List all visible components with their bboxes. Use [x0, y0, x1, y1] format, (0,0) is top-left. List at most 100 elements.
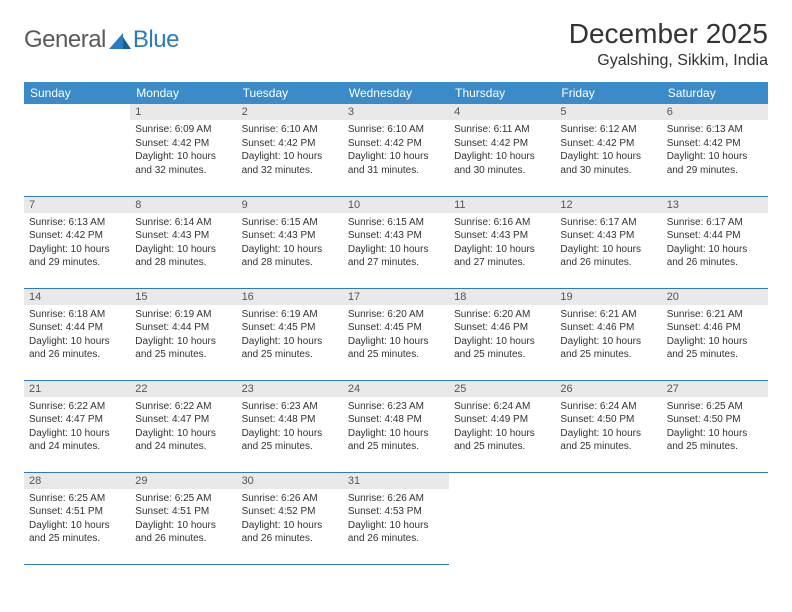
sunset-line: Sunset: 4:51 PM	[135, 505, 231, 519]
calendar-cell: 17Sunrise: 6:20 AMSunset: 4:45 PMDayligh…	[343, 288, 449, 380]
sunset-line: Sunset: 4:53 PM	[348, 505, 444, 519]
day-details: Sunrise: 6:24 AMSunset: 4:50 PMDaylight:…	[555, 397, 661, 459]
day-number: 25	[449, 381, 555, 397]
calendar-cell: 9Sunrise: 6:15 AMSunset: 4:43 PMDaylight…	[237, 196, 343, 288]
calendar-cell	[555, 472, 661, 564]
daylight-line: Daylight: 10 hours and 31 minutes.	[348, 150, 444, 177]
day-number: 20	[662, 289, 768, 305]
sunset-line: Sunset: 4:43 PM	[135, 229, 231, 243]
day-number: 5	[555, 104, 661, 120]
sunset-line: Sunset: 4:52 PM	[242, 505, 338, 519]
sunrise-line: Sunrise: 6:18 AM	[29, 308, 125, 322]
sunset-line: Sunset: 4:48 PM	[348, 413, 444, 427]
calendar-table: SundayMondayTuesdayWednesdayThursdayFrid…	[24, 82, 768, 565]
sunrise-line: Sunrise: 6:12 AM	[560, 123, 656, 137]
daylight-line: Daylight: 10 hours and 25 minutes.	[454, 427, 550, 454]
sunrise-line: Sunrise: 6:24 AM	[560, 400, 656, 414]
daylight-line: Daylight: 10 hours and 26 minutes.	[29, 335, 125, 362]
calendar-cell: 5Sunrise: 6:12 AMSunset: 4:42 PMDaylight…	[555, 104, 661, 196]
day-number: 28	[24, 473, 130, 489]
sunset-line: Sunset: 4:50 PM	[667, 413, 763, 427]
sunset-line: Sunset: 4:42 PM	[348, 137, 444, 151]
sunrise-line: Sunrise: 6:26 AM	[348, 492, 444, 506]
calendar-cell: 10Sunrise: 6:15 AMSunset: 4:43 PMDayligh…	[343, 196, 449, 288]
daylight-line: Daylight: 10 hours and 26 minutes.	[242, 519, 338, 546]
daylight-line: Daylight: 10 hours and 25 minutes.	[348, 427, 444, 454]
day-number: 27	[662, 381, 768, 397]
calendar-cell: 24Sunrise: 6:23 AMSunset: 4:48 PMDayligh…	[343, 380, 449, 472]
sunset-line: Sunset: 4:51 PM	[29, 505, 125, 519]
day-details: Sunrise: 6:17 AMSunset: 4:44 PMDaylight:…	[662, 213, 768, 275]
day-number: 3	[343, 104, 449, 120]
daylight-line: Daylight: 10 hours and 27 minutes.	[348, 243, 444, 270]
calendar-cell: 7Sunrise: 6:13 AMSunset: 4:42 PMDaylight…	[24, 196, 130, 288]
sunrise-line: Sunrise: 6:11 AM	[454, 123, 550, 137]
calendar-cell: 20Sunrise: 6:21 AMSunset: 4:46 PMDayligh…	[662, 288, 768, 380]
day-number: 29	[130, 473, 236, 489]
day-number: 23	[237, 381, 343, 397]
logo-word2: Blue	[133, 26, 179, 54]
day-number: 19	[555, 289, 661, 305]
calendar-week-row: 7Sunrise: 6:13 AMSunset: 4:42 PMDaylight…	[24, 196, 768, 288]
calendar-cell	[449, 472, 555, 564]
sunrise-line: Sunrise: 6:16 AM	[454, 216, 550, 230]
sunset-line: Sunset: 4:45 PM	[348, 321, 444, 335]
weekday-header: Monday	[130, 82, 236, 104]
calendar-cell: 8Sunrise: 6:14 AMSunset: 4:43 PMDaylight…	[130, 196, 236, 288]
sunset-line: Sunset: 4:43 PM	[454, 229, 550, 243]
daylight-line: Daylight: 10 hours and 25 minutes.	[560, 427, 656, 454]
day-details: Sunrise: 6:13 AMSunset: 4:42 PMDaylight:…	[24, 213, 130, 275]
sunrise-line: Sunrise: 6:15 AM	[242, 216, 338, 230]
day-number: 24	[343, 381, 449, 397]
weekday-header: Wednesday	[343, 82, 449, 104]
calendar-cell: 28Sunrise: 6:25 AMSunset: 4:51 PMDayligh…	[24, 472, 130, 564]
day-details: Sunrise: 6:18 AMSunset: 4:44 PMDaylight:…	[24, 305, 130, 367]
sunset-line: Sunset: 4:43 PM	[560, 229, 656, 243]
daylight-line: Daylight: 10 hours and 25 minutes.	[135, 335, 231, 362]
day-details: Sunrise: 6:21 AMSunset: 4:46 PMDaylight:…	[662, 305, 768, 367]
day-details: Sunrise: 6:23 AMSunset: 4:48 PMDaylight:…	[343, 397, 449, 459]
day-details: Sunrise: 6:14 AMSunset: 4:43 PMDaylight:…	[130, 213, 236, 275]
day-number: 16	[237, 289, 343, 305]
location: Gyalshing, Sikkim, India	[569, 52, 768, 70]
sunset-line: Sunset: 4:42 PM	[667, 137, 763, 151]
day-details: Sunrise: 6:26 AMSunset: 4:52 PMDaylight:…	[237, 489, 343, 551]
day-details: Sunrise: 6:19 AMSunset: 4:45 PMDaylight:…	[237, 305, 343, 367]
sunset-line: Sunset: 4:44 PM	[29, 321, 125, 335]
day-number: 8	[130, 197, 236, 213]
sunset-line: Sunset: 4:42 PM	[560, 137, 656, 151]
daylight-line: Daylight: 10 hours and 25 minutes.	[454, 335, 550, 362]
daylight-line: Daylight: 10 hours and 25 minutes.	[242, 427, 338, 454]
calendar-cell: 25Sunrise: 6:24 AMSunset: 4:49 PMDayligh…	[449, 380, 555, 472]
daylight-line: Daylight: 10 hours and 26 minutes.	[560, 243, 656, 270]
sunset-line: Sunset: 4:46 PM	[667, 321, 763, 335]
month-title: December 2025	[569, 18, 768, 50]
day-number: 10	[343, 197, 449, 213]
calendar-week-row: 28Sunrise: 6:25 AMSunset: 4:51 PMDayligh…	[24, 472, 768, 564]
day-number: 15	[130, 289, 236, 305]
calendar-cell: 6Sunrise: 6:13 AMSunset: 4:42 PMDaylight…	[662, 104, 768, 196]
weekday-header-row: SundayMondayTuesdayWednesdayThursdayFrid…	[24, 82, 768, 104]
sunset-line: Sunset: 4:42 PM	[242, 137, 338, 151]
sunset-line: Sunset: 4:44 PM	[667, 229, 763, 243]
day-number: 14	[24, 289, 130, 305]
day-details: Sunrise: 6:20 AMSunset: 4:46 PMDaylight:…	[449, 305, 555, 367]
sunset-line: Sunset: 4:47 PM	[135, 413, 231, 427]
daylight-line: Daylight: 10 hours and 24 minutes.	[135, 427, 231, 454]
calendar-week-row: 14Sunrise: 6:18 AMSunset: 4:44 PMDayligh…	[24, 288, 768, 380]
daylight-line: Daylight: 10 hours and 25 minutes.	[667, 335, 763, 362]
calendar-cell: 19Sunrise: 6:21 AMSunset: 4:46 PMDayligh…	[555, 288, 661, 380]
day-number: 26	[555, 381, 661, 397]
day-details: Sunrise: 6:25 AMSunset: 4:51 PMDaylight:…	[24, 489, 130, 551]
day-number: 31	[343, 473, 449, 489]
calendar-cell: 4Sunrise: 6:11 AMSunset: 4:42 PMDaylight…	[449, 104, 555, 196]
day-number: 1	[130, 104, 236, 120]
sunrise-line: Sunrise: 6:19 AM	[242, 308, 338, 322]
calendar-cell: 30Sunrise: 6:26 AMSunset: 4:52 PMDayligh…	[237, 472, 343, 564]
sunrise-line: Sunrise: 6:20 AM	[348, 308, 444, 322]
weekday-header: Sunday	[24, 82, 130, 104]
daylight-line: Daylight: 10 hours and 25 minutes.	[242, 335, 338, 362]
sunset-line: Sunset: 4:48 PM	[242, 413, 338, 427]
sunset-line: Sunset: 4:49 PM	[454, 413, 550, 427]
daylight-line: Daylight: 10 hours and 32 minutes.	[135, 150, 231, 177]
